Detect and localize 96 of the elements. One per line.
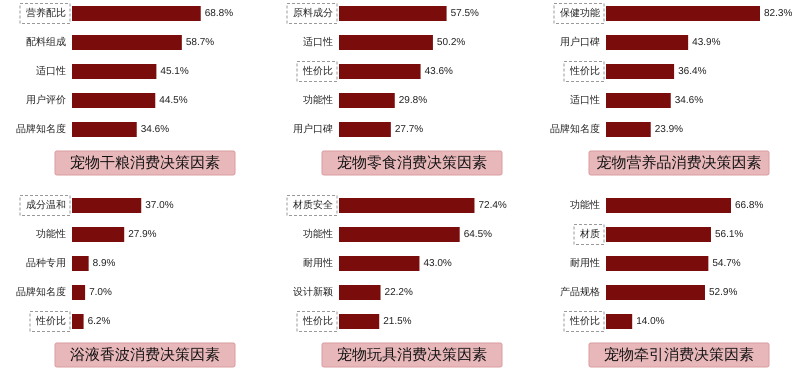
bar xyxy=(339,285,381,300)
bar xyxy=(606,285,705,300)
text: 宠物营养品消费决策因素 xyxy=(596,154,762,172)
y-tick-label: 材质安全 xyxy=(292,199,333,211)
bar xyxy=(606,227,711,242)
text: 宠物零食消费决策因素 xyxy=(337,154,487,172)
y-tick-label: 适口性 xyxy=(570,94,600,106)
y-tick-label: 品牌知名度 xyxy=(550,123,600,135)
data-label: 54.7% xyxy=(712,258,741,269)
data-label: 52.9% xyxy=(708,287,738,298)
bar xyxy=(339,35,433,50)
data-label: 57.5% xyxy=(450,8,480,19)
y-tick-label: 适口性 xyxy=(303,36,333,48)
data-label: 72.4% xyxy=(478,200,507,211)
data-label: 6.2% xyxy=(88,316,111,327)
y-tick-label: 功能性 xyxy=(303,94,333,106)
data-label: 68.8% xyxy=(204,8,234,19)
data-label: 23.9% xyxy=(654,124,684,135)
bar xyxy=(606,35,688,50)
bar xyxy=(339,314,380,329)
bar xyxy=(72,93,156,108)
data-label: 44.5% xyxy=(159,95,188,106)
y-tick-label: 保健功能 xyxy=(560,7,600,19)
y-tick-label: 性价比 xyxy=(569,65,600,77)
data-label: 27.7% xyxy=(394,124,424,135)
y-tick-label: 品种专用 xyxy=(26,257,66,269)
y-tick-label: 品牌知名度 xyxy=(16,286,66,298)
data-label: 64.5% xyxy=(464,229,492,240)
data-label: 7.0% xyxy=(89,287,112,298)
bar xyxy=(72,6,201,21)
y-tick-label: 设计新颖 xyxy=(293,286,333,298)
data-label: 43.0% xyxy=(423,258,452,269)
bar xyxy=(606,122,651,137)
y-tick-label: 功能性 xyxy=(303,228,333,240)
data-label: 29.8% xyxy=(398,95,428,106)
data-label: 34.6% xyxy=(140,124,170,135)
data-label: 37.0% xyxy=(145,200,174,211)
bar xyxy=(339,198,474,213)
data-label: 66.8% xyxy=(734,200,764,211)
y-tick-label: 耐用性 xyxy=(570,257,600,269)
data-label: 22.2% xyxy=(384,287,414,298)
bar xyxy=(606,93,671,108)
y-tick-label: 营养配比 xyxy=(26,7,66,19)
y-tick-label: 性价比 xyxy=(302,315,333,327)
bar xyxy=(72,122,137,137)
y-tick-label: 功能性 xyxy=(36,228,66,240)
bar xyxy=(339,227,460,242)
bar xyxy=(72,227,124,242)
data-label: 56.1% xyxy=(714,229,744,240)
bar xyxy=(339,93,395,108)
y-tick-label: 适口性 xyxy=(36,65,66,77)
bar xyxy=(606,198,731,213)
text: 宠物玩具消费决策因素 xyxy=(337,346,487,364)
y-tick-label: 功能性 xyxy=(570,199,600,211)
y-tick-label: 材质 xyxy=(579,228,600,240)
y-tick-label: 产品规格 xyxy=(560,286,600,298)
y-tick-label: 耐用性 xyxy=(303,257,333,269)
bar xyxy=(606,256,708,271)
data-label: 50.2% xyxy=(436,37,466,48)
bar xyxy=(606,6,760,21)
text: 宠物牵引消费决策因素 xyxy=(604,346,754,364)
data-label: 14.0% xyxy=(636,316,665,327)
text: 宠物干粮消费决策因素 xyxy=(70,154,220,172)
bar xyxy=(339,256,420,271)
data-label: 43.9% xyxy=(692,37,721,48)
bar xyxy=(339,122,391,137)
bar xyxy=(72,285,86,300)
y-tick-label: 性价比 xyxy=(302,65,333,77)
data-label: 34.6% xyxy=(674,95,704,106)
y-tick-label: 配料组成 xyxy=(26,36,66,48)
y-tick-label: 性价比 xyxy=(569,315,600,327)
data-label: 27.9% xyxy=(128,229,157,240)
bar xyxy=(72,314,84,329)
bar xyxy=(72,256,89,271)
y-tick-label: 成分温和 xyxy=(26,199,66,211)
data-label: 82.3% xyxy=(764,8,792,19)
y-tick-label: 用户口碑 xyxy=(293,123,333,135)
y-tick-label: 品牌知名度 xyxy=(16,123,66,135)
data-label: 43.6% xyxy=(424,66,454,77)
data-label: 8.9% xyxy=(92,258,116,269)
bar xyxy=(339,6,447,21)
y-tick-label: 用户评价 xyxy=(26,94,66,106)
data-label: 21.5% xyxy=(383,316,412,327)
text: 浴液香波消费决策因素 xyxy=(70,346,220,364)
data-label: 45.1% xyxy=(160,66,189,77)
bar xyxy=(72,35,182,50)
bar xyxy=(72,64,156,79)
data-label: 58.7% xyxy=(186,37,214,48)
data-label: 36.4% xyxy=(678,66,707,77)
y-tick-label: 性价比 xyxy=(35,315,66,327)
bar xyxy=(72,198,142,213)
bar xyxy=(339,64,421,79)
y-tick-label: 用户口碑 xyxy=(560,36,600,48)
bar xyxy=(606,314,632,329)
y-tick-label: 原料成分 xyxy=(293,7,333,19)
bar xyxy=(606,64,674,79)
